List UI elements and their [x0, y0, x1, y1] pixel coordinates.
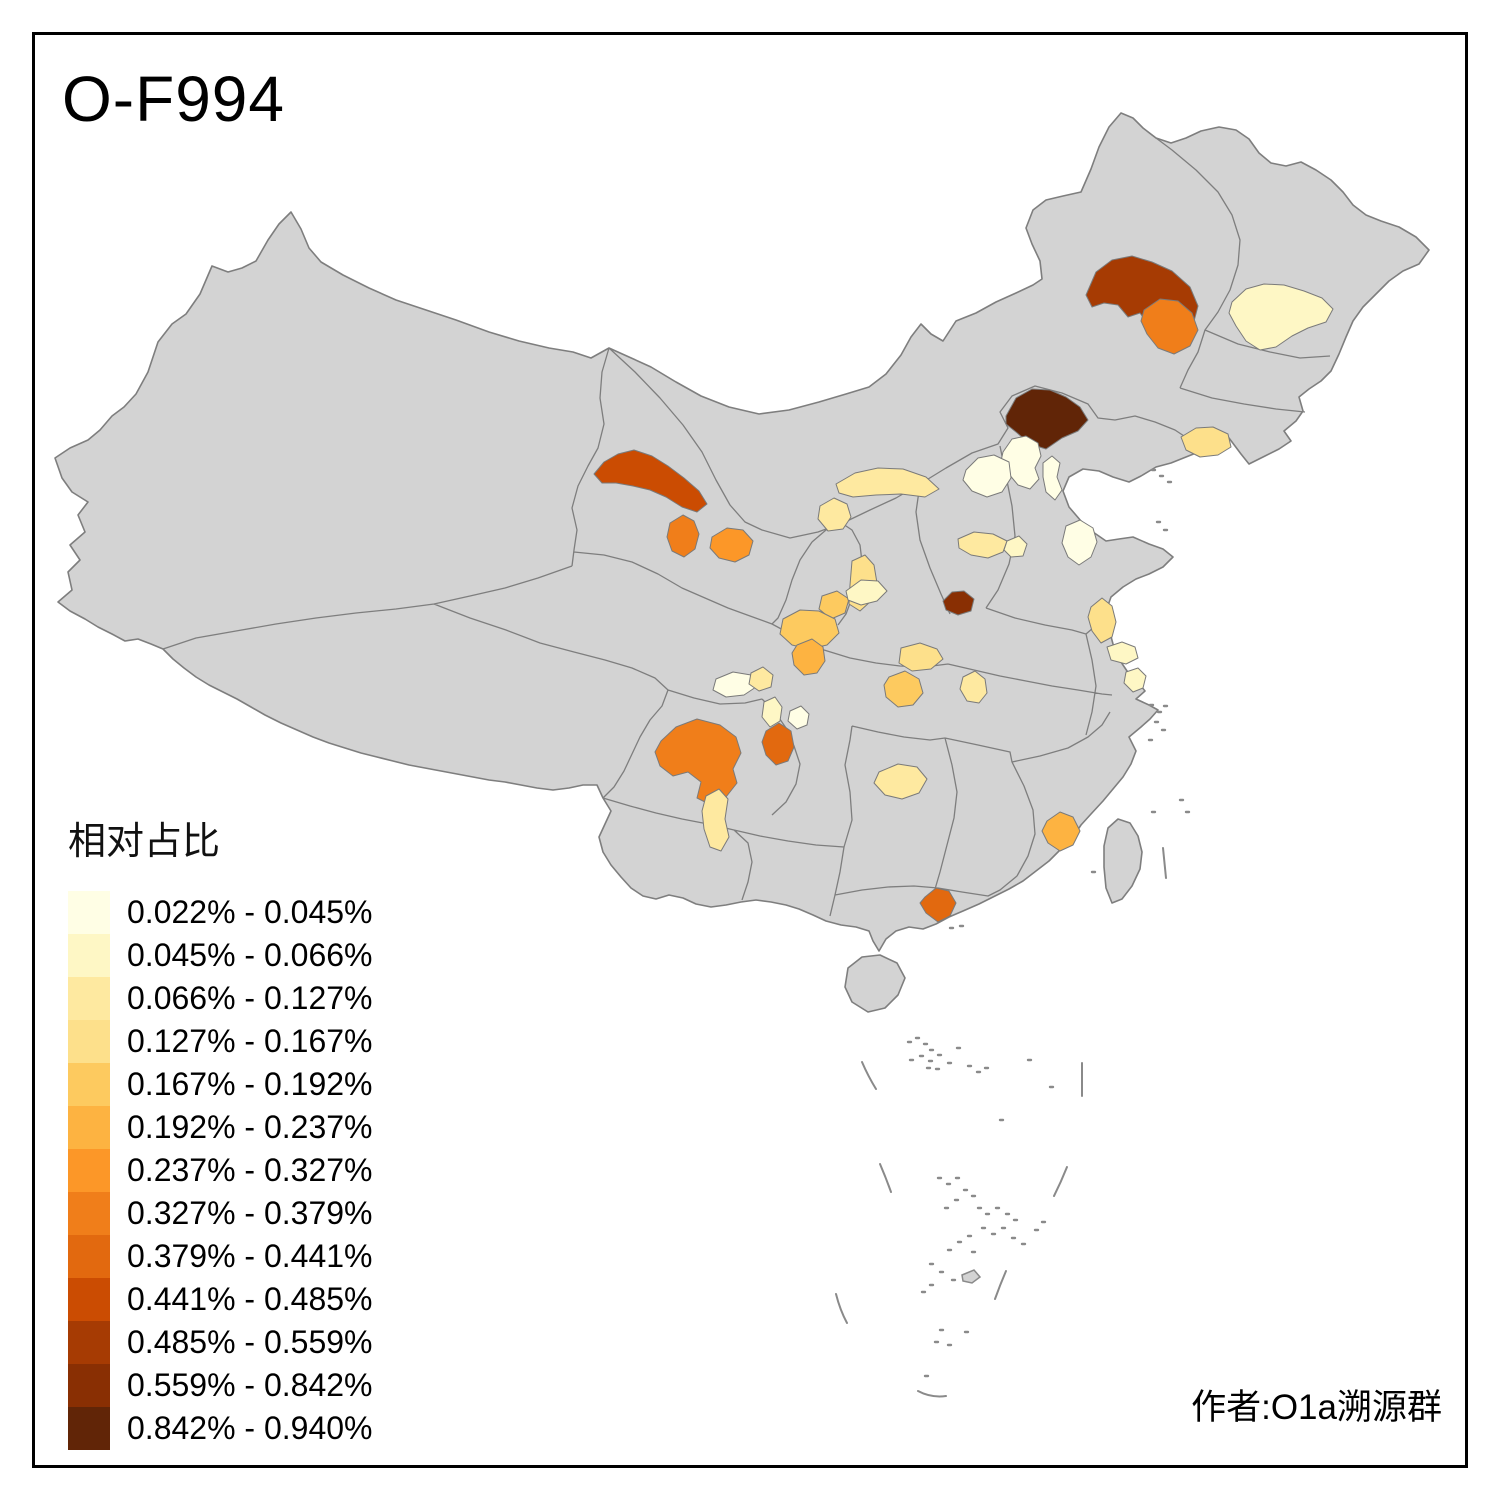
region-hunan-central: [873, 763, 928, 800]
region-shaanxi-yanan: [845, 579, 888, 606]
region-shanxi-taiyuan: [957, 531, 1008, 559]
region-shaanxi-yulin: [835, 467, 940, 498]
legend-swatch: [68, 891, 110, 934]
region-gansu-jiuquan: [593, 449, 708, 513]
region-ningxia-south: [818, 590, 850, 620]
legend-label: 0.045% - 0.066%: [127, 937, 373, 973]
legend-label: 0.842% - 0.940%: [127, 1410, 373, 1446]
region-sichuan-northwest: [712, 671, 757, 698]
legend-item: 0.127% - 0.167%: [68, 1020, 373, 1063]
legend-item: 0.559% - 0.842%: [68, 1364, 373, 1407]
legend-label: 0.192% - 0.237%: [127, 1109, 373, 1145]
legend-item: 0.842% - 0.940%: [68, 1407, 373, 1450]
legend-swatch: [68, 1407, 110, 1450]
legend-item: 0.237% - 0.327%: [68, 1149, 373, 1192]
region-shanxi-datong: [962, 454, 1012, 498]
region-gansu-wuwei: [709, 527, 754, 563]
legend-item: 0.066% - 0.127%: [68, 977, 373, 1020]
legend-swatch: [68, 1063, 110, 1106]
legend-swatch: [68, 1235, 110, 1278]
region-sichuan-liangshan: [701, 788, 730, 852]
region-chongqing-west: [761, 722, 795, 766]
legend-label: 0.022% - 0.045%: [127, 894, 373, 930]
region-hebei-south: [1061, 519, 1098, 566]
legend: 相对占比 0.022% - 0.045% 0.045% - 0.066% 0.0…: [68, 810, 373, 1450]
legend-label: 0.485% - 0.559%: [127, 1324, 373, 1360]
region-jiangsu-south: [1123, 667, 1147, 693]
legend-swatch: [68, 1192, 110, 1235]
region-hubei-xiangyang: [883, 670, 924, 708]
region-heilongjiang-qiqihar: [1228, 283, 1334, 351]
region-henan-zhumadian: [959, 670, 988, 704]
legend-label: 0.167% - 0.192%: [127, 1066, 373, 1102]
nine-dash-line: [835, 847, 1167, 1398]
legend-item: 0.485% - 0.559%: [68, 1321, 373, 1364]
legend-swatch: [68, 1020, 110, 1063]
region-neimenggu-chifeng: [1140, 298, 1199, 355]
region-shaanxi-hanzhong: [791, 638, 826, 676]
legend-item: 0.441% - 0.485%: [68, 1278, 373, 1321]
legend-swatch: [68, 1321, 110, 1364]
region-sichuan-north-pale: [748, 666, 774, 692]
legend-item: 0.022% - 0.045%: [68, 891, 373, 934]
legend-title: 相对占比: [68, 821, 221, 863]
hainan-island: [844, 954, 906, 1013]
legend-swatch: [68, 934, 110, 977]
region-guangdong-guangzhou: [919, 887, 957, 923]
region-sichuan-leshan: [787, 705, 810, 730]
region-jiangsu-yancheng: [1087, 597, 1117, 644]
region-shanxi-yangquan: [1003, 535, 1028, 558]
region-fujian-quanzhou: [1041, 811, 1081, 852]
region-henan-west: [942, 590, 975, 616]
legend-swatch: [68, 1149, 110, 1192]
legend-items: 0.022% - 0.045% 0.045% - 0.066% 0.066% -…: [68, 891, 373, 1450]
legend-item: 0.167% - 0.192%: [68, 1063, 373, 1106]
legend-item: 0.192% - 0.237%: [68, 1106, 373, 1149]
legend-label: 0.559% - 0.842%: [127, 1367, 373, 1403]
attribution: 作者:O1a溯源群: [1191, 1388, 1442, 1427]
legend-item: 0.045% - 0.066%: [68, 934, 373, 977]
legend-label: 0.379% - 0.441%: [127, 1238, 373, 1274]
legend-item: 0.327% - 0.379%: [68, 1192, 373, 1235]
legend-label: 0.127% - 0.167%: [127, 1023, 373, 1059]
region-gansu-tianshui: [779, 609, 840, 650]
legend-swatch: [68, 1278, 110, 1321]
legend-swatch: [68, 977, 110, 1020]
figure-title: O-F994: [62, 63, 285, 135]
colored-regions: [593, 255, 1334, 923]
region-ningxia-north: [817, 497, 852, 532]
region-sichuan-mianyang: [761, 696, 783, 728]
legend-label: 0.441% - 0.485%: [127, 1281, 373, 1317]
region-hebei-chengde: [1005, 388, 1089, 450]
taiwan-island: [1103, 818, 1143, 904]
legend-label: 0.066% - 0.127%: [127, 980, 373, 1016]
legend-label: 0.327% - 0.379%: [127, 1195, 373, 1231]
region-tianjin: [1042, 455, 1063, 501]
sea-islands: [906, 468, 1191, 1378]
legend-label: 0.237% - 0.327%: [127, 1152, 373, 1188]
legend-swatch: [68, 1106, 110, 1149]
region-jiangsu-nantong: [1106, 641, 1139, 665]
legend-swatch: [68, 1364, 110, 1407]
region-henan-nanyang: [898, 642, 944, 672]
province-borders: [162, 131, 1331, 917]
region-liaoning-chaoyang: [1180, 426, 1232, 458]
spratly-island: [961, 1269, 982, 1284]
region-gansu-zhangye: [666, 514, 700, 558]
legend-item: 0.379% - 0.441%: [68, 1235, 373, 1278]
